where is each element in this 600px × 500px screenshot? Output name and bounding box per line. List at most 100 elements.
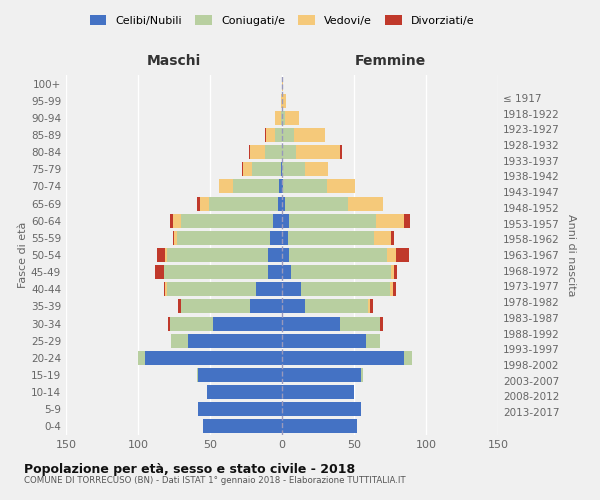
Bar [167,282,256,296]
Bar [275,128,282,142]
Bar [213,316,282,330]
Bar [282,214,289,228]
Bar [265,128,266,142]
Bar [181,300,250,314]
Bar [390,282,393,296]
Bar [282,402,361,416]
Bar [275,111,281,125]
Bar [178,300,181,314]
Bar [250,300,282,314]
Bar [203,420,282,434]
Text: Popolazione per età, sesso e stato civile - 2018: Popolazione per età, sesso e stato civil… [24,462,355,475]
Bar [173,231,174,245]
Y-axis label: Anni di nascita: Anni di nascita [566,214,576,296]
Bar [250,145,265,159]
Bar [278,196,282,210]
Bar [249,145,250,159]
Bar [281,162,282,176]
Bar [209,196,278,210]
Bar [271,231,282,245]
Bar [340,316,380,330]
Bar [282,300,305,314]
Bar [268,265,282,279]
Bar [365,334,380,347]
Bar [391,265,394,279]
Bar [368,300,370,314]
Bar [166,282,167,296]
Bar [282,94,286,108]
Bar [393,282,396,296]
Bar [218,180,233,194]
Bar [404,351,412,365]
Bar [391,231,394,245]
Bar [282,351,404,365]
Bar [370,300,373,314]
Text: COMUNE DI TORRECUSO (BN) - Dati ISTAT 1° gennaio 2018 - Elaborazione TUTTITALIA.: COMUNE DI TORRECUSO (BN) - Dati ISTAT 1°… [24,476,406,485]
Bar [282,368,361,382]
Bar [233,180,279,194]
Text: Femmine: Femmine [355,54,425,68]
Bar [282,111,285,125]
Bar [281,94,282,108]
Bar [200,196,209,210]
Bar [282,162,305,176]
Bar [282,334,365,347]
Bar [252,162,281,176]
Bar [305,162,328,176]
Bar [174,231,177,245]
Bar [188,334,282,347]
Bar [157,248,166,262]
Bar [166,248,167,262]
Bar [145,351,282,365]
Bar [282,420,357,434]
Bar [326,180,355,194]
Bar [380,316,383,330]
Bar [170,316,213,330]
Bar [268,248,282,262]
Bar [394,265,397,279]
Bar [282,282,301,296]
Bar [285,196,348,210]
Bar [282,316,340,330]
Bar [181,214,274,228]
Bar [155,265,164,279]
Bar [199,402,282,416]
Bar [282,248,289,262]
Bar [289,214,376,228]
Bar [290,265,391,279]
Bar [279,180,282,194]
Bar [361,368,362,382]
Bar [164,282,166,296]
Bar [305,300,368,314]
Bar [288,231,374,245]
Bar [404,214,410,228]
Bar [282,196,285,210]
Bar [376,214,404,228]
Bar [242,162,243,176]
Bar [374,231,391,245]
Bar [289,248,387,262]
Bar [177,231,271,245]
Bar [301,282,390,296]
Y-axis label: Fasce di età: Fasce di età [18,222,28,288]
Bar [282,265,290,279]
Bar [282,128,293,142]
Bar [281,111,282,125]
Text: Maschi: Maschi [147,54,201,68]
Bar [207,385,282,399]
Bar [340,145,343,159]
Bar [282,145,296,159]
Bar [282,76,283,90]
Bar [138,351,145,365]
Bar [171,334,188,347]
Bar [296,145,340,159]
Legend: Celibi/Nubili, Coniugati/e, Vedovi/e, Divorziati/e: Celibi/Nubili, Coniugati/e, Vedovi/e, Di… [85,10,479,30]
Bar [293,128,325,142]
Bar [170,214,173,228]
Bar [167,248,268,262]
Bar [173,214,181,228]
Bar [283,180,326,194]
Bar [282,385,354,399]
Bar [164,265,268,279]
Bar [256,282,282,296]
